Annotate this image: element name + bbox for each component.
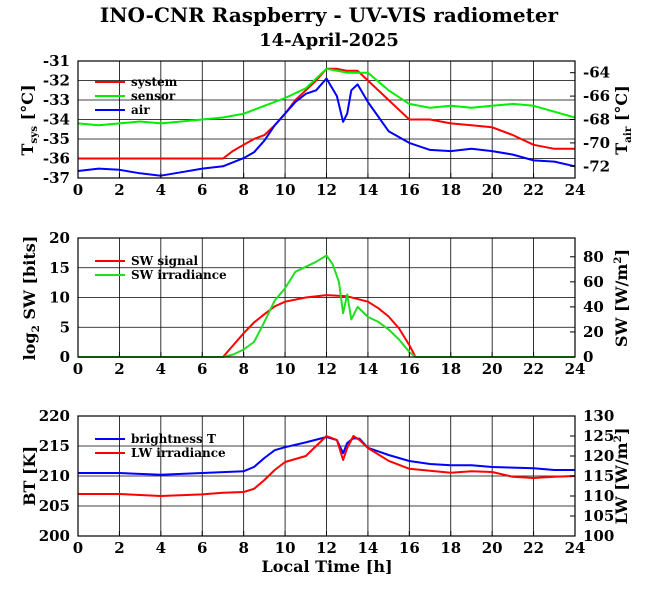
y2-tick-label: -66 [583,87,610,105]
x-tick-label: 22 [523,539,544,557]
series-line-sw-irradiance [78,254,575,358]
x-tick-label: 18 [440,181,461,199]
series-line-brightness-t [78,436,575,476]
legend-label: SW irradiance [131,268,227,282]
y2-tick-label: 130 [583,407,614,425]
legend-label: SW signal [131,254,199,268]
y2-tick-label: 100 [583,527,614,545]
y2-tick-label: 115 [583,467,614,485]
x-axis-label: Local Time [h] [261,557,392,576]
x-tick-label: 24 [565,360,586,378]
x-tick-label: 12 [316,181,337,199]
x-tick-label: 18 [440,360,461,378]
y-tick-label: -31 [43,52,70,70]
x-tick-label: 20 [482,539,503,557]
x-tick-label: 16 [399,360,420,378]
y-tick-label: 220 [39,407,70,425]
y2-tick-label: 60 [583,273,604,291]
legend-label: air [131,103,150,117]
series-line-air [77,77,576,177]
legend-label: brightness T [131,432,216,446]
y2-tick-label: -64 [583,64,610,82]
x-tick-label: 16 [399,181,420,199]
x-tick-label: 24 [565,539,586,557]
x-tick-label: 4 [156,360,166,378]
y2-tick-label: 120 [583,447,614,465]
x-tick-label: 8 [238,360,248,378]
x-tick-label: 22 [523,360,544,378]
y-tick-label: 15 [49,259,70,277]
y-axis-label: Tsys [°C] [18,84,40,155]
y-tick-label: -36 [43,150,70,168]
y2-tick-label: -68 [583,111,610,129]
y2-axis-label: LW [W/m2] [612,428,631,525]
x-tick-label: 0 [73,181,83,199]
x-tick-label: 8 [238,181,248,199]
x-tick-label: 16 [399,539,420,557]
x-tick-label: 14 [357,181,378,199]
y-tick-label: 210 [39,467,70,485]
y-tick-label: -32 [43,72,70,90]
x-tick-label: 10 [275,539,296,557]
y-tick-label: 10 [49,289,70,307]
x-tick-label: 0 [73,360,83,378]
y-tick-label: -34 [43,111,70,129]
y-tick-label: -33 [43,91,70,109]
y-axis-label: BT [K] [20,446,39,506]
series-line-lw-irradiance [78,435,576,497]
series-line-sensor [77,67,576,127]
x-tick-label: 6 [197,539,207,557]
legend-label: system [131,75,178,89]
x-tick-label: 12 [316,360,337,378]
y-tick-label: 205 [39,497,70,515]
x-tick-label: 2 [114,181,124,199]
x-tick-label: 24 [565,181,586,199]
chart-subtitle: 14-April-2025 [259,30,399,51]
y-tick-label: 20 [49,229,70,247]
x-tick-label: 0 [73,539,83,557]
y-tick-label: -35 [43,130,70,148]
y-axis-label: log2 SW [bits] [20,236,42,361]
y-tick-label: 215 [39,437,70,455]
x-tick-label: 20 [482,360,503,378]
y-tick-label: -37 [43,169,70,187]
x-tick-label: 18 [440,539,461,557]
legend-label: LW irradiance [131,446,226,460]
y2-tick-label: 125 [583,427,614,445]
y2-tick-label: 40 [583,298,604,316]
x-tick-label: 2 [114,360,124,378]
y2-axis-label: SW [W/m2] [612,249,631,347]
x-tick-label: 14 [357,360,378,378]
x-tick-label: 6 [197,181,207,199]
y2-tick-label: 80 [583,248,604,266]
y-tick-label: 200 [39,527,70,545]
x-tick-label: 8 [238,539,248,557]
series-line-sw-signal [222,294,417,358]
x-tick-label: 10 [275,360,296,378]
y2-tick-label: 0 [583,348,593,366]
y2-tick-label: -70 [583,134,610,152]
x-tick-label: 20 [482,181,503,199]
y2-tick-label: 105 [583,507,614,525]
y-tick-label: 0 [60,348,70,366]
y2-tick-label: 110 [583,487,614,505]
x-tick-label: 12 [316,539,337,557]
x-tick-label: 4 [156,181,166,199]
x-tick-label: 2 [114,539,124,557]
y2-axis-label: Tair [°C] [612,85,634,155]
y2-tick-label: -72 [583,157,610,175]
x-tick-label: 22 [523,181,544,199]
x-tick-label: 4 [156,539,166,557]
y2-tick-label: 20 [583,323,604,341]
legend-label: sensor [131,89,176,103]
x-tick-label: 10 [275,181,296,199]
chart-title: INO-CNR Raspberry - UV-VIS radiometer [100,3,559,27]
y-tick-label: 5 [60,318,70,336]
x-tick-label: 14 [357,539,378,557]
x-tick-label: 6 [197,360,207,378]
